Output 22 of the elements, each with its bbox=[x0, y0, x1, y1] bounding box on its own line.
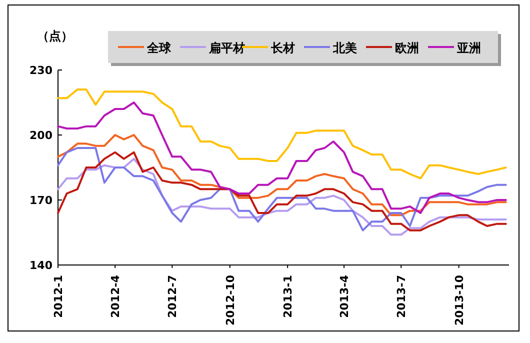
x-tick-label: 2013-7 bbox=[395, 275, 408, 318]
line-series bbox=[57, 88, 507, 180]
legend-label: 欧洲 bbox=[395, 41, 419, 55]
x-tick-label: 2012-1 bbox=[52, 275, 65, 318]
legend-label: 北美 bbox=[332, 41, 357, 55]
x-tick-label: 2012-10 bbox=[224, 274, 237, 326]
legend-label: 长材 bbox=[270, 41, 295, 55]
y-tick-label: 140 bbox=[30, 259, 53, 272]
x-tick-label: 2013-10 bbox=[452, 274, 466, 326]
legend-label: 全球 bbox=[146, 41, 172, 55]
y-axis-title: （点） bbox=[37, 29, 73, 43]
x-tick-label: 2013-4 bbox=[338, 274, 352, 318]
y-tick-label: 200 bbox=[30, 129, 53, 142]
line-series bbox=[57, 102, 507, 214]
x-tick-label: 2013-1 bbox=[282, 275, 295, 318]
legend-label: 扁平材 bbox=[208, 41, 245, 55]
legend-label: 亚洲 bbox=[456, 41, 481, 55]
x-tick-label: 2012-7 bbox=[166, 275, 180, 318]
x-tick-label: 2012-4 bbox=[109, 274, 122, 318]
y-tick-label: 230 bbox=[30, 64, 53, 77]
line-series bbox=[57, 134, 507, 216]
y-tick-label: 170 bbox=[30, 194, 53, 207]
